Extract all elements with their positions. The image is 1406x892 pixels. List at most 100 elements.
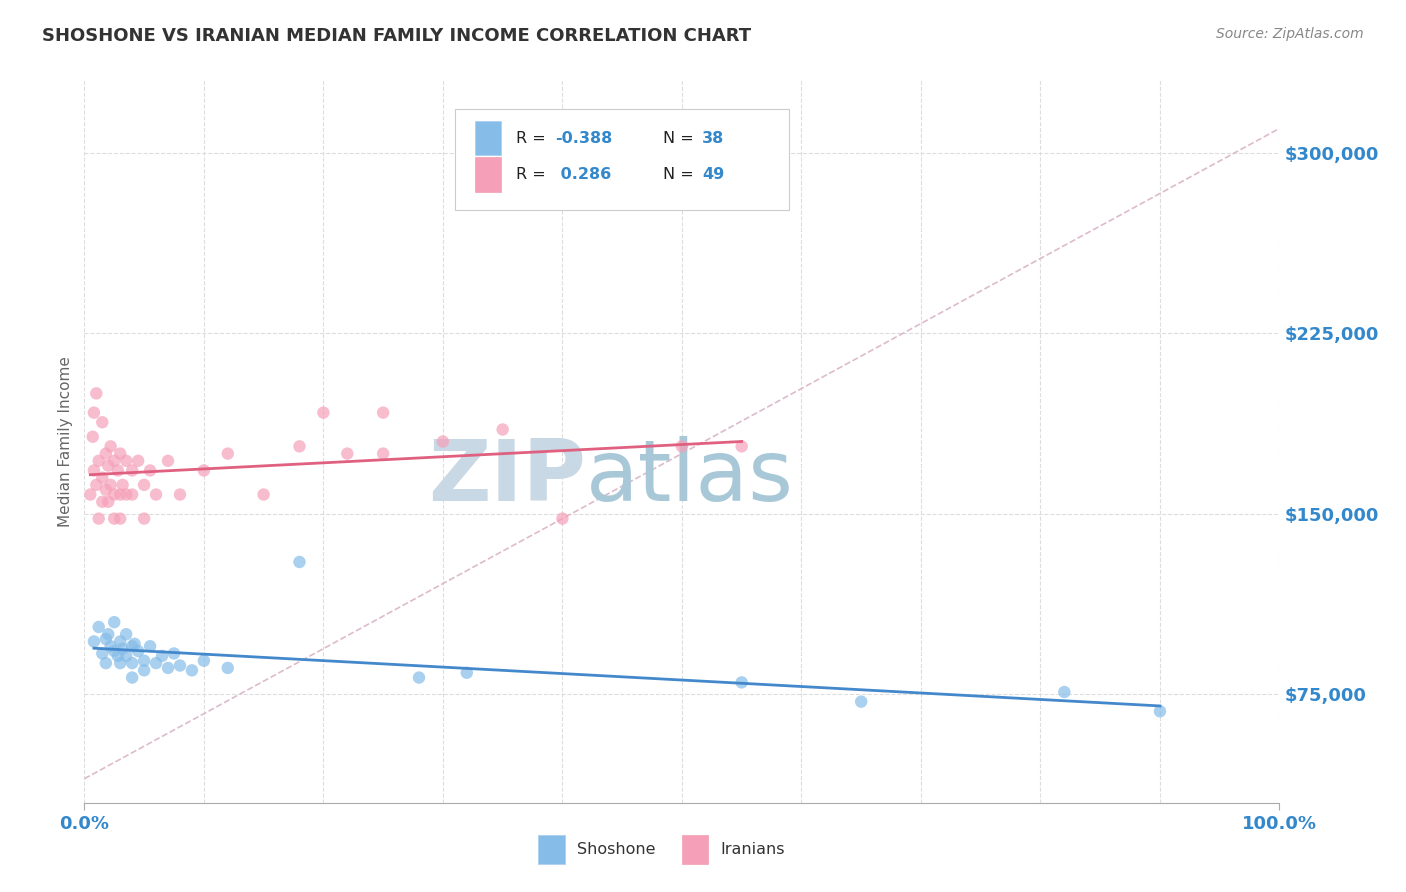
Point [132, 654, 156, 668]
Point [432, 434, 454, 449]
Point [103, 487, 125, 501]
Point [111, 641, 134, 656]
FancyBboxPatch shape [456, 109, 790, 211]
Point [121, 639, 143, 653]
Point [94, 656, 117, 670]
Point [83, 634, 105, 648]
Point [115, 487, 138, 501]
Point [408, 671, 430, 685]
Text: N =: N = [662, 167, 699, 182]
Point [110, 487, 132, 501]
Point [86, 386, 108, 401]
Point [492, 423, 515, 437]
Text: Source: ZipAtlas.com: Source: ZipAtlas.com [1216, 27, 1364, 41]
Text: atlas: atlas [586, 436, 794, 519]
Point [373, 406, 395, 420]
Point [87, 620, 110, 634]
Point [132, 664, 156, 678]
Text: N =: N = [662, 130, 699, 145]
Point [145, 656, 167, 670]
Text: R =: R = [516, 130, 551, 145]
Point [288, 439, 311, 453]
Point [124, 637, 146, 651]
Point [91, 415, 114, 429]
Point [83, 463, 105, 477]
Point [87, 454, 110, 468]
FancyBboxPatch shape [538, 835, 565, 864]
Point [94, 483, 117, 497]
Point [121, 487, 143, 501]
Point [115, 454, 138, 468]
Point [91, 471, 114, 485]
Point [115, 627, 138, 641]
Text: ZIP: ZIP [429, 436, 586, 519]
Text: 38: 38 [702, 130, 724, 145]
Point [97, 458, 120, 473]
Point [253, 487, 276, 501]
Point [150, 648, 173, 663]
Point [97, 494, 120, 508]
Point [373, 446, 395, 460]
Point [169, 487, 191, 501]
Point [107, 463, 129, 477]
Point [100, 478, 122, 492]
Point [79, 487, 101, 501]
Point [551, 511, 574, 525]
Point [103, 644, 125, 658]
Point [103, 511, 125, 525]
Point [139, 463, 162, 477]
Text: Iranians: Iranians [720, 842, 785, 857]
Point [115, 648, 138, 663]
FancyBboxPatch shape [475, 157, 502, 192]
Point [103, 454, 125, 468]
Point [127, 644, 149, 658]
Point [731, 439, 754, 453]
Point [110, 446, 132, 460]
Point [100, 439, 122, 453]
Point [87, 511, 110, 525]
Point [127, 454, 149, 468]
Point [139, 639, 162, 653]
Point [288, 555, 311, 569]
Point [111, 478, 134, 492]
Point [110, 511, 132, 525]
Point [103, 615, 125, 630]
Point [121, 671, 143, 685]
Point [121, 463, 143, 477]
Point [110, 634, 132, 648]
Text: 0.286: 0.286 [555, 167, 612, 182]
Point [82, 430, 104, 444]
Point [121, 656, 143, 670]
Text: R =: R = [516, 167, 551, 182]
FancyBboxPatch shape [475, 120, 502, 155]
Text: SHOSHONE VS IRANIAN MEDIAN FAMILY INCOME CORRELATION CHART: SHOSHONE VS IRANIAN MEDIAN FAMILY INCOME… [42, 27, 751, 45]
Point [851, 695, 873, 709]
Point [83, 406, 105, 420]
Point [132, 511, 156, 525]
Point [97, 627, 120, 641]
Point [193, 463, 215, 477]
Point [1053, 685, 1076, 699]
Point [217, 446, 239, 460]
Point [157, 661, 180, 675]
Text: -0.388: -0.388 [555, 130, 613, 145]
Point [107, 648, 129, 663]
Point [181, 664, 204, 678]
Point [132, 478, 156, 492]
Point [100, 639, 122, 653]
Point [1149, 704, 1171, 718]
Point [110, 656, 132, 670]
Point [456, 665, 478, 680]
Point [336, 446, 359, 460]
Point [145, 487, 167, 501]
Point [157, 454, 180, 468]
Point [91, 647, 114, 661]
Point [312, 406, 335, 420]
Text: Shoshone: Shoshone [576, 842, 655, 857]
Point [731, 675, 754, 690]
Point [86, 478, 108, 492]
FancyBboxPatch shape [682, 835, 709, 864]
Point [94, 446, 117, 460]
Point [217, 661, 239, 675]
Point [91, 494, 114, 508]
